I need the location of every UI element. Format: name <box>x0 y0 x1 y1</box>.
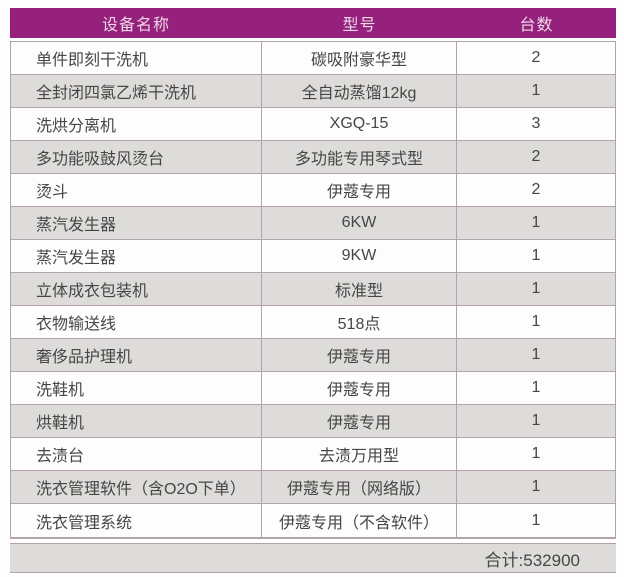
table-row: 全封闭四氯乙烯干洗机 全自动蒸馏12kg 1 <box>11 75 615 108</box>
table-footer-row: 合计:532900 <box>10 543 616 573</box>
model-cell: 伊蔻专用 <box>262 174 457 206</box>
quantity-cell: 1 <box>531 478 541 495</box>
table-row: 洗鞋机 伊蔻专用 1 <box>11 372 615 405</box>
device-name-cell: 蒸汽发生器 <box>11 240 262 272</box>
device-name-cell: 烫斗 <box>11 174 262 206</box>
model-cell: 去渍万用型 <box>262 438 457 470</box>
quantity-cell: 1 <box>531 82 541 99</box>
quantity-cell: 1 <box>531 412 541 429</box>
table-row: 奢侈品护理机 伊蔻专用 1 <box>11 339 615 372</box>
col-header-device-name: 设备名称 <box>101 17 170 34</box>
model-cell: 全自动蒸馏12kg <box>262 75 457 107</box>
device-name-cell: 去渍台 <box>11 438 262 470</box>
device-name-cell: 单件即刻干洗机 <box>11 42 262 74</box>
table-row: 衣物输送线 518点 1 <box>11 306 615 339</box>
total-label: 合计:532900 <box>484 550 580 570</box>
table-row: 烫斗 伊蔻专用 2 <box>11 174 615 207</box>
model-cell: 多功能专用琴式型 <box>262 141 457 173</box>
table-header-row: 设备名称 型号 台数 <box>10 8 616 38</box>
quantity-cell: 2 <box>531 49 541 66</box>
table-body: 单件即刻干洗机 碳吸附豪华型 2 全封闭四氯乙烯干洗机 全自动蒸馏12kg 1 … <box>10 41 616 539</box>
quantity-cell: 1 <box>531 280 541 297</box>
equipment-table: 设备名称 型号 台数 单件即刻干洗机 碳吸附豪华型 2 全封闭四氯乙烯干洗机 全… <box>10 8 616 573</box>
model-cell: 伊蔻专用 <box>262 405 457 437</box>
model-cell: 伊蔻专用（网络版） <box>262 471 457 503</box>
table-row: 多功能吸鼓风烫台 多功能专用琴式型 2 <box>11 141 615 174</box>
quantity-cell: 3 <box>531 115 541 132</box>
model-cell: 伊蔻专用 <box>262 339 457 371</box>
device-name-cell: 烘鞋机 <box>11 405 262 437</box>
table-row: 洗衣管理软件（含O2O下单） 伊蔻专用（网络版） 1 <box>11 471 615 504</box>
device-name-cell: 立体成衣包装机 <box>11 273 262 305</box>
quantity-cell: 2 <box>531 148 541 165</box>
device-name-cell: 奢侈品护理机 <box>11 339 262 371</box>
model-cell: 6KW <box>262 207 457 239</box>
device-name-cell: 洗鞋机 <box>11 372 262 404</box>
model-cell: XGQ-15 <box>262 108 457 140</box>
quantity-cell: 1 <box>531 379 541 396</box>
quantity-cell: 1 <box>531 511 541 529</box>
quantity-cell: 1 <box>531 214 541 231</box>
device-name-cell: 洗衣管理系统 <box>11 504 262 537</box>
model-cell: 伊蔻专用 <box>262 372 457 404</box>
model-cell: 9KW <box>262 240 457 272</box>
device-name-cell: 洗衣管理软件（含O2O下单） <box>11 471 262 503</box>
col-header-model: 型号 <box>342 17 377 34</box>
quantity-cell: 1 <box>531 445 541 462</box>
device-name-cell: 多功能吸鼓风烫台 <box>11 141 262 173</box>
quantity-cell: 2 <box>531 181 541 198</box>
model-cell: 碳吸附豪华型 <box>262 42 457 74</box>
table-row: 去渍台 去渍万用型 1 <box>11 438 615 471</box>
model-cell: 518点 <box>262 306 457 338</box>
table-row: 洗烘分离机 XGQ-15 3 <box>11 108 615 141</box>
model-cell: 伊蔻专用（不含软件） <box>262 504 457 537</box>
device-name-cell: 全封闭四氯乙烯干洗机 <box>11 75 262 107</box>
quantity-cell: 1 <box>531 346 541 363</box>
device-name-cell: 洗烘分离机 <box>11 108 262 140</box>
device-name-cell: 蒸汽发生器 <box>11 207 262 239</box>
table-row: 蒸汽发生器 9KW 1 <box>11 240 615 273</box>
quantity-cell: 1 <box>531 313 541 330</box>
model-cell: 标准型 <box>262 273 457 305</box>
table-row: 洗衣管理系统 伊蔻专用（不含软件） 1 <box>11 504 615 537</box>
quantity-cell: 1 <box>531 247 541 264</box>
table-row: 蒸汽发生器 6KW 1 <box>11 207 615 240</box>
table-row: 立体成衣包装机 标准型 1 <box>11 273 615 306</box>
table-row: 烘鞋机 伊蔻专用 1 <box>11 405 615 438</box>
col-header-quantity: 台数 <box>519 17 554 34</box>
device-name-cell: 衣物输送线 <box>11 306 262 338</box>
table-row: 单件即刻干洗机 碳吸附豪华型 2 <box>11 42 615 75</box>
